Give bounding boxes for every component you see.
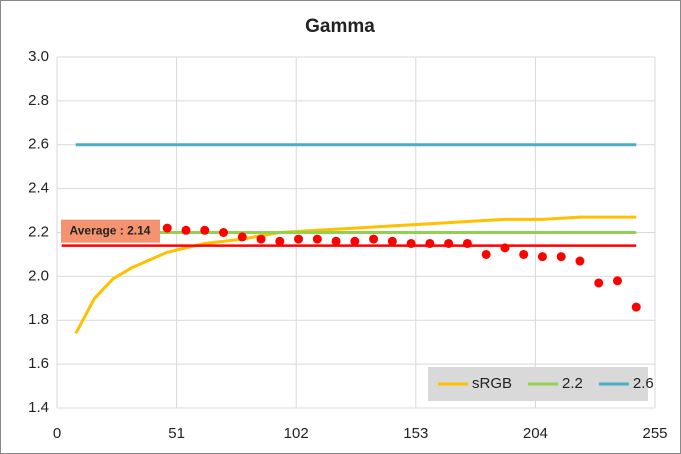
y-tick-label: 2.8 [28, 92, 49, 109]
y-tick-label: 3.0 [28, 48, 49, 65]
data-point [387, 236, 397, 246]
data-point [294, 234, 304, 244]
data-point [462, 238, 472, 248]
y-tick-label: 1.8 [28, 311, 49, 328]
data-point [612, 276, 622, 286]
data-point [162, 223, 172, 233]
data-point [200, 225, 210, 235]
data-point [481, 249, 491, 259]
y-tick-label: 2.6 [28, 136, 49, 153]
y-tick-label: 2.0 [28, 267, 49, 284]
data-point [331, 236, 341, 246]
data-point [575, 256, 585, 266]
data-point [275, 236, 285, 246]
data-point [219, 228, 229, 237]
y-tick-label: 1.4 [28, 399, 49, 416]
series-line [74, 215, 637, 335]
data-point [369, 234, 379, 244]
legend-label: 2.6 [633, 375, 654, 392]
y-tick-label: 2.4 [28, 180, 49, 197]
data-point [594, 278, 604, 288]
average-label: Average : 2.14 [70, 223, 151, 237]
legend-label: sRGB [472, 375, 512, 392]
x-tick-label: 204 [523, 425, 548, 442]
data-point [500, 243, 510, 253]
data-point [256, 234, 266, 244]
data-point [631, 302, 641, 312]
data-point [556, 252, 566, 262]
x-tick-label: 153 [403, 425, 428, 442]
y-tick-label: 1.6 [28, 355, 49, 372]
x-tick-label: 51 [168, 425, 185, 442]
legend-label: 2.2 [562, 375, 583, 392]
data-point [519, 249, 529, 259]
x-tick-label: 255 [642, 425, 667, 442]
chart-title: Gamma [305, 16, 375, 37]
data-point [444, 238, 454, 248]
data-point [537, 252, 547, 262]
data-point [350, 236, 360, 246]
x-tick-label: 0 [53, 425, 61, 442]
x-tick-label: 102 [284, 425, 309, 442]
data-point [237, 232, 247, 242]
data-point [181, 225, 191, 235]
data-point [406, 238, 416, 248]
data-point [425, 238, 435, 248]
average-label-box [61, 219, 160, 243]
data-point [312, 234, 322, 244]
y-tick-label: 2.2 [28, 223, 49, 240]
